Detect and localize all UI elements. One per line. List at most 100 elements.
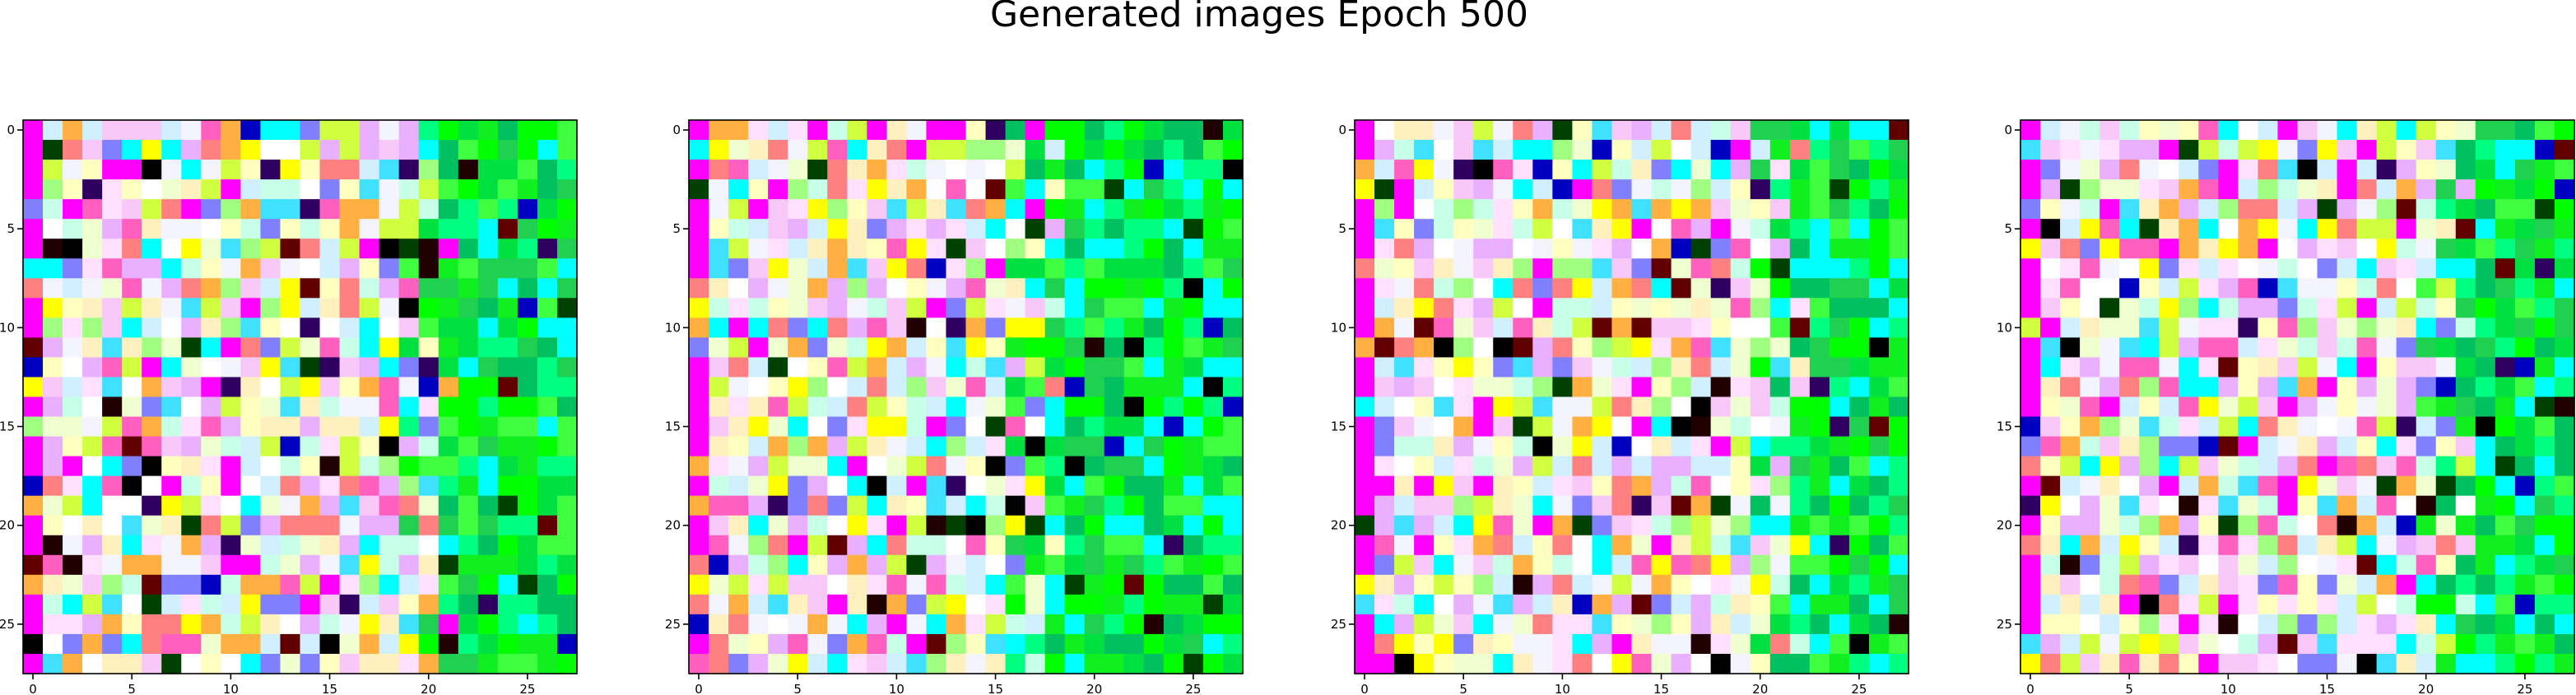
image-pixel (2475, 653, 2496, 674)
image-pixel (1493, 140, 1514, 160)
image-pixel (2337, 614, 2358, 635)
image-pixel (1572, 535, 1593, 556)
image-pixel (2297, 436, 2318, 457)
image-pixel (517, 515, 538, 536)
image-pixel (2099, 179, 2120, 200)
image-pixel (517, 120, 538, 141)
image-pixel (867, 160, 887, 180)
image-pixel (398, 160, 420, 180)
image-pixel (1123, 416, 1145, 438)
image-pixel (1394, 456, 1415, 477)
image-pixel (537, 614, 558, 635)
image-pixel (926, 416, 947, 438)
image-pixel (1611, 377, 1633, 398)
image-pixel (359, 554, 380, 576)
image-pixel (1104, 120, 1125, 141)
image-pixel (1513, 357, 1533, 378)
image-pixel (1750, 594, 1771, 615)
image-pixel (1750, 298, 1771, 318)
image-pixel (161, 633, 182, 655)
image-pixel (2514, 436, 2536, 457)
image-pixel (965, 633, 987, 655)
image-pixel (2178, 653, 2199, 674)
image-pixel (537, 574, 558, 595)
image-pixel (1710, 594, 1732, 615)
image-pixel (1202, 416, 1224, 438)
image-pixel (906, 377, 928, 398)
image-pixel (556, 554, 578, 576)
image-pixel (2020, 160, 2041, 180)
image-pixel (438, 396, 459, 418)
image-pixel (221, 258, 241, 279)
image-pixel (1730, 160, 1751, 180)
image-pixel (438, 179, 459, 200)
image-pixel (768, 317, 788, 338)
image-pixel (2020, 140, 2041, 160)
image-pixel (438, 633, 459, 655)
image-pixel (1809, 199, 1830, 220)
image-pixel (1044, 574, 1066, 595)
image-pixel (1453, 535, 1474, 556)
image-pixel (2455, 475, 2476, 497)
image-pixel (537, 594, 558, 615)
image-pixel (1592, 258, 1613, 279)
image-pixel (1044, 160, 1066, 180)
image-pixel (2337, 535, 2358, 556)
image-pixel (2495, 140, 2516, 160)
image-pixel (1064, 614, 1086, 635)
image-pixel (1104, 199, 1125, 220)
image-pixel (867, 535, 887, 556)
image-pixel (1868, 653, 1890, 674)
image-pixel (1789, 633, 1811, 655)
x-tick-label: 20 (2418, 682, 2434, 695)
image-pixel (319, 495, 341, 517)
image-pixel (1143, 475, 1165, 497)
image-pixel (2376, 594, 2397, 615)
image-pixel (2396, 456, 2417, 477)
image-pixel (438, 140, 459, 160)
image-pixel (1394, 317, 1415, 338)
image-pixel (2020, 357, 2041, 378)
image-pixel (438, 416, 459, 438)
image-pixel (300, 239, 321, 259)
image-pixel (1163, 515, 1184, 536)
image-pixel (23, 515, 44, 536)
image-pixel (1631, 475, 1653, 497)
image-pixel (886, 179, 907, 200)
image-pixel (2178, 416, 2199, 438)
image-pixel (2475, 396, 2496, 418)
image-pixel (1611, 594, 1633, 615)
image-pixel (1064, 317, 1086, 338)
image-pixel (1374, 436, 1395, 457)
image-pixel (2257, 160, 2279, 180)
image-pixel (1730, 239, 1751, 259)
image-pixel (1710, 436, 1732, 457)
image-pixel (1355, 574, 1375, 595)
image-pixel (1809, 554, 1830, 576)
image-pixel (1222, 377, 1244, 398)
image-pixel (807, 416, 828, 438)
image-pixel (2495, 416, 2516, 438)
image-pixel (2020, 495, 2041, 517)
image-pixel (886, 475, 907, 497)
y-tick-label: 25 (0, 617, 15, 632)
image-pixel (2416, 298, 2437, 318)
image-pixel (1552, 653, 1573, 674)
image-pixel (1394, 475, 1415, 497)
image-pixel (1414, 653, 1434, 674)
image-pixel (1789, 298, 1811, 318)
image-pixel (438, 535, 459, 556)
image-pixel (2337, 179, 2358, 200)
image-pixel (1513, 535, 1533, 556)
image-pixel (2297, 495, 2318, 517)
image-pixel (2317, 357, 2338, 378)
image-pixel (517, 495, 538, 517)
image-pixel (2534, 179, 2555, 200)
image-pixel (1394, 574, 1415, 595)
image-pixel (2396, 357, 2417, 378)
image-pixel (280, 219, 301, 239)
image-pixel (1592, 574, 1613, 595)
image-pixel (1809, 298, 1830, 318)
image-pixels (2020, 120, 2575, 674)
image-pixel (1222, 199, 1244, 220)
